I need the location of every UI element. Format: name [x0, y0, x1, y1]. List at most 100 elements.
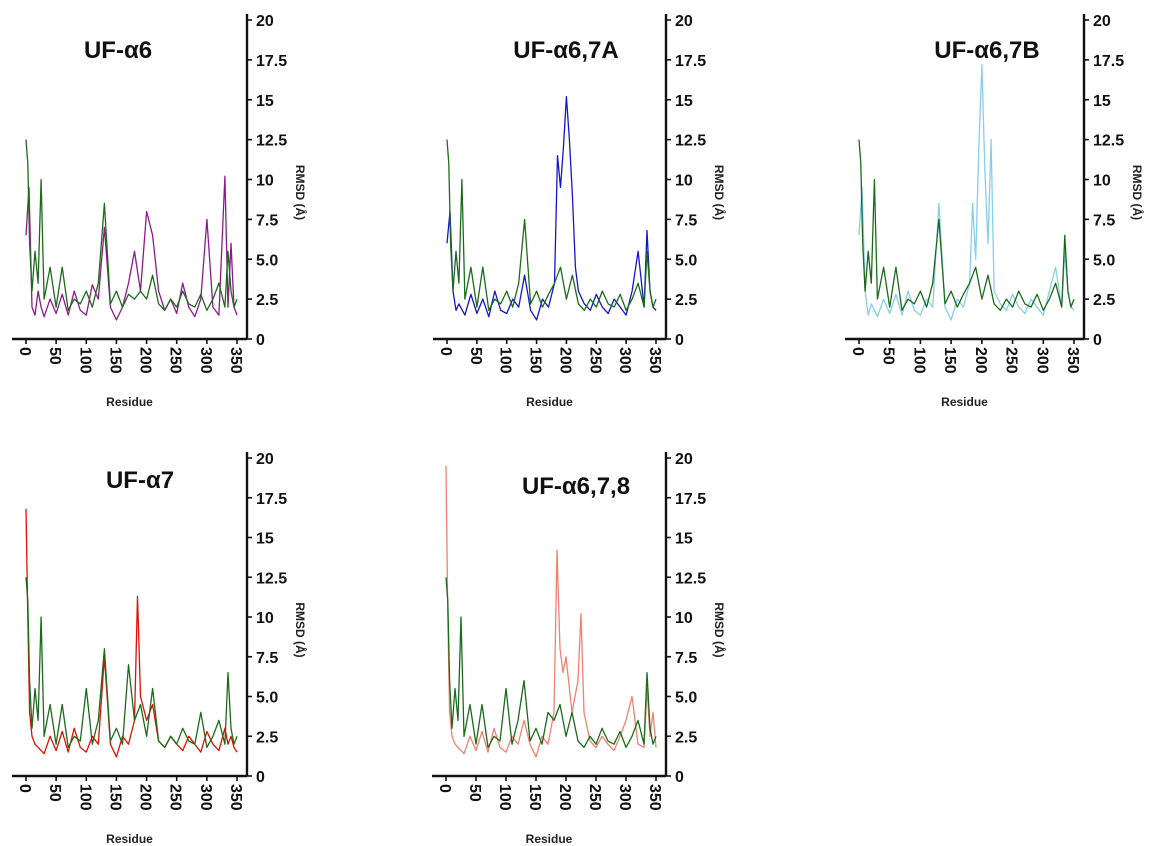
x-tick-label: 100	[910, 347, 927, 374]
y-tick-label: 15	[256, 531, 274, 548]
y-tick-label: 5.0	[675, 252, 697, 269]
x-tick-label: 100	[76, 347, 93, 374]
x-tick-label: 250	[167, 784, 184, 811]
chart-title: UF-α6,7,8	[522, 473, 630, 500]
chart-title: UF-α6,7B	[934, 37, 1039, 64]
y-tick-label: 0	[675, 769, 684, 786]
x-tick-label: 350	[1064, 347, 1081, 374]
x-tick-label: 150	[527, 347, 544, 374]
y-tick-label: 20	[675, 13, 693, 30]
series-line-1	[25, 508, 238, 758]
y-tick-label: 0	[256, 769, 265, 786]
y-tick-label: 15	[1093, 93, 1111, 110]
x-tick-label: 0	[437, 347, 454, 356]
x-axis-label: Residue	[106, 395, 153, 409]
x-tick-label: 0	[849, 347, 866, 356]
x-tick-label: 250	[586, 347, 603, 374]
y-tick-label: 17.5	[256, 491, 287, 508]
x-tick-label: 150	[526, 784, 543, 811]
chart-title: UF-α6	[84, 37, 152, 64]
y-tick-label: 0	[256, 332, 265, 349]
y-tick-label: 2.5	[1093, 292, 1115, 309]
x-tick-label: 350	[227, 784, 244, 811]
series-line-1	[25, 175, 238, 321]
x-tick-label: 250	[167, 347, 184, 374]
y-tick-label: 5.0	[256, 690, 278, 707]
y-tick-label: 5.0	[256, 252, 278, 269]
series-line-1	[858, 64, 1075, 321]
y-tick-label: 17.5	[675, 491, 706, 508]
y-axis-label: RMSD (Å)	[1130, 165, 1145, 220]
y-tick-label: 7.5	[256, 650, 278, 667]
y-tick-label: 17.5	[675, 53, 706, 70]
y-axis-label: RMSD (Å)	[712, 165, 727, 220]
y-tick-label: 15	[256, 93, 274, 110]
y-tick-label: 2.5	[256, 729, 278, 746]
y-tick-label: 15	[675, 93, 693, 110]
x-tick-label: 50	[46, 784, 63, 802]
x-tick-label: 50	[466, 784, 483, 802]
y-tick-label: 12.5	[1093, 133, 1124, 150]
y-axis-label: RMSD (Å)	[293, 602, 308, 657]
y-tick-label: 7.5	[256, 212, 278, 229]
x-tick-label: 150	[941, 347, 958, 374]
y-tick-label: 10	[256, 610, 274, 627]
y-tick-label: 5.0	[1093, 252, 1115, 269]
y-tick-label: 2.5	[675, 292, 697, 309]
x-tick-label: 300	[197, 347, 214, 374]
series-line-1	[445, 465, 657, 758]
series-line-2	[25, 577, 238, 749]
x-tick-label: 0	[16, 784, 33, 793]
series-line-1	[446, 95, 657, 321]
y-tick-label: 10	[1093, 173, 1111, 190]
x-tick-label: 50	[467, 347, 484, 365]
x-tick-label: 200	[556, 784, 573, 811]
x-axis-label: Residue	[941, 395, 988, 409]
x-axis-label: Residue	[526, 395, 573, 409]
x-tick-label: 200	[556, 347, 573, 374]
y-tick-label: 7.5	[675, 212, 697, 229]
y-tick-label: 7.5	[675, 650, 697, 667]
x-tick-label: 300	[197, 784, 214, 811]
y-tick-label: 2.5	[256, 292, 278, 309]
y-tick-label: 0	[675, 332, 684, 349]
x-tick-label: 300	[1033, 347, 1050, 374]
x-tick-label: 250	[586, 784, 603, 811]
x-tick-label: 300	[616, 347, 633, 374]
x-tick-label: 200	[972, 347, 989, 374]
y-tick-label: 17.5	[1093, 53, 1124, 70]
x-tick-label: 0	[436, 784, 453, 793]
chart-title: UF-α6,7A	[513, 37, 618, 64]
x-tick-label: 200	[137, 784, 154, 811]
y-tick-label: 2.5	[675, 729, 697, 746]
x-tick-label: 200	[137, 347, 154, 374]
x-tick-label: 350	[646, 347, 663, 374]
x-tick-label: 150	[106, 347, 123, 374]
y-tick-label: 20	[1093, 13, 1111, 30]
x-tick-label: 250	[1003, 347, 1020, 374]
x-tick-label: 150	[106, 784, 123, 811]
y-tick-label: 20	[256, 451, 274, 468]
y-tick-label: 20	[256, 13, 274, 30]
y-tick-label: 0	[1093, 332, 1102, 349]
series-line-2	[858, 139, 1075, 311]
x-tick-label: 300	[616, 784, 633, 811]
x-tick-label: 0	[16, 347, 33, 356]
series-line-2	[445, 577, 657, 749]
y-tick-label: 12.5	[256, 570, 287, 587]
y-tick-label: 10	[675, 173, 693, 190]
y-tick-label: 7.5	[1093, 212, 1115, 229]
x-tick-label: 50	[880, 347, 897, 365]
x-tick-label: 350	[646, 784, 663, 811]
series-line-2	[25, 139, 238, 311]
x-tick-label: 100	[76, 784, 93, 811]
series-line-2	[446, 139, 657, 311]
y-tick-label: 17.5	[256, 53, 287, 70]
x-axis-label: Residue	[106, 832, 153, 846]
